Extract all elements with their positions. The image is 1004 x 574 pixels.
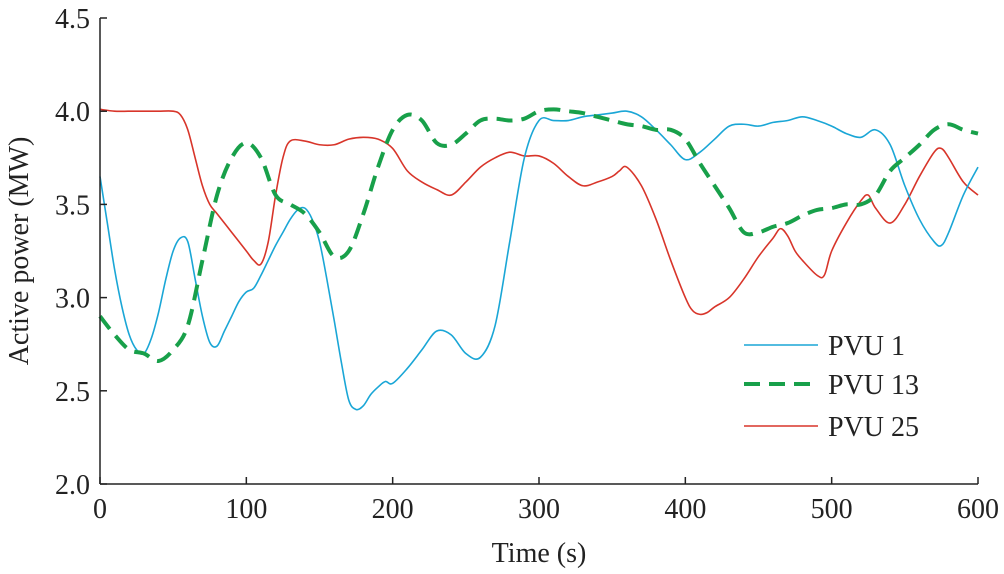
y-tick-label: 2.0: [55, 470, 90, 501]
y-tick-label: 4.5: [55, 4, 90, 35]
legend-label-pvu-25: PVU 25: [828, 412, 919, 443]
x-ticks: 0 100 200 300 400 500 600: [93, 477, 999, 525]
x-tick-label: 600: [957, 494, 999, 525]
y-tick-label: 3.5: [55, 190, 90, 221]
y-tick-label: 4.0: [55, 97, 90, 128]
legend-label-pvu-1: PVU 1: [828, 331, 905, 362]
series-line-pvu-25: [99, 108, 979, 316]
x-tick-label: 400: [664, 494, 706, 525]
x-tick-label: 0: [93, 494, 107, 525]
y-tick-label: 2.5: [55, 377, 90, 408]
x-axis-label: Time (s): [492, 538, 587, 569]
series-line-pvu-1: [99, 110, 979, 411]
x-tick-label: 500: [811, 494, 853, 525]
y-tick-label: 3.0: [55, 284, 90, 315]
series-line-pvu-13: [98, 107, 979, 363]
y-ticks: 2.0 2.5 3.0 3.5 4.0 4.5: [55, 4, 107, 501]
x-tick-label: 100: [225, 494, 267, 525]
x-tick-label: 300: [518, 494, 560, 525]
series-layer: [98, 107, 979, 411]
x-tick-label: 200: [372, 494, 414, 525]
y-axis-label: Active power (MW): [4, 137, 35, 366]
legend: PVU 1 PVU 13 PVU 25: [744, 331, 919, 443]
legend-label-pvu-13: PVU 13: [828, 370, 919, 401]
